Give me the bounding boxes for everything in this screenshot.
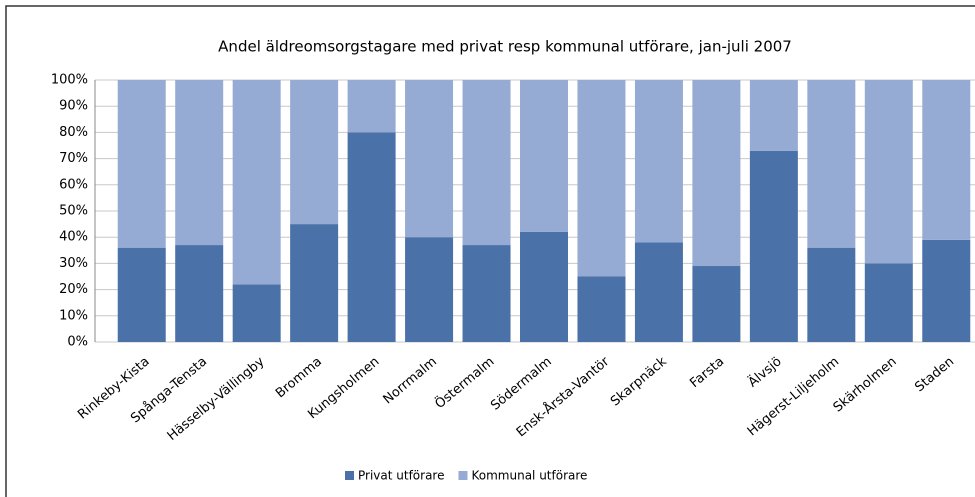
y-tick-label: 60% bbox=[59, 177, 88, 192]
y-tick-label: 80% bbox=[59, 125, 88, 140]
y-tick-label: 90% bbox=[59, 99, 88, 114]
bar-segment bbox=[692, 80, 741, 267]
y-tick-label: 20% bbox=[59, 282, 88, 297]
bar-segment bbox=[462, 80, 511, 246]
bar-segment bbox=[577, 80, 626, 277]
legend-swatch bbox=[458, 471, 468, 480]
bar-segment bbox=[864, 80, 913, 264]
bar-segment bbox=[462, 245, 511, 342]
bar-segment bbox=[520, 231, 568, 342]
bar-segment bbox=[692, 266, 741, 342]
y-tick-label: 50% bbox=[59, 204, 88, 219]
legend-label: Kommunal utförare bbox=[471, 469, 587, 483]
bar-segment bbox=[347, 132, 396, 342]
bar-segment bbox=[290, 224, 339, 342]
bar-segment bbox=[347, 80, 396, 133]
legend-swatch bbox=[345, 471, 354, 480]
bar-segment bbox=[117, 80, 166, 248]
bar-segment bbox=[520, 80, 568, 232]
bar-segment bbox=[175, 80, 224, 246]
bar-segment bbox=[922, 239, 971, 342]
bar-segment bbox=[807, 80, 856, 248]
bar-segment bbox=[232, 80, 281, 285]
bar-segment bbox=[864, 263, 913, 342]
bar-segment bbox=[405, 237, 454, 342]
bar-segment bbox=[232, 284, 281, 342]
y-tick-label: 10% bbox=[59, 308, 88, 323]
bar-segment bbox=[405, 80, 454, 238]
bar-segment bbox=[290, 80, 339, 225]
legend-label: Privat utförare bbox=[358, 469, 444, 483]
bar-segment bbox=[807, 247, 856, 342]
bar-segment bbox=[749, 150, 798, 342]
bar-segment bbox=[634, 80, 683, 243]
bar-segment bbox=[922, 80, 971, 240]
bar-segment bbox=[634, 242, 683, 342]
y-tick-label: 0% bbox=[67, 335, 88, 350]
bar-segment bbox=[117, 247, 166, 342]
y-tick-label: 30% bbox=[59, 256, 88, 271]
y-tick-label: 70% bbox=[59, 151, 88, 166]
chart-title: Andel äldreomsorgstagare med privat resp… bbox=[218, 38, 792, 56]
bar-segment bbox=[749, 80, 798, 151]
bar-segment bbox=[175, 245, 224, 342]
y-tick-label: 100% bbox=[51, 73, 88, 88]
bar-segment bbox=[577, 276, 626, 342]
y-tick-label: 40% bbox=[59, 230, 88, 245]
